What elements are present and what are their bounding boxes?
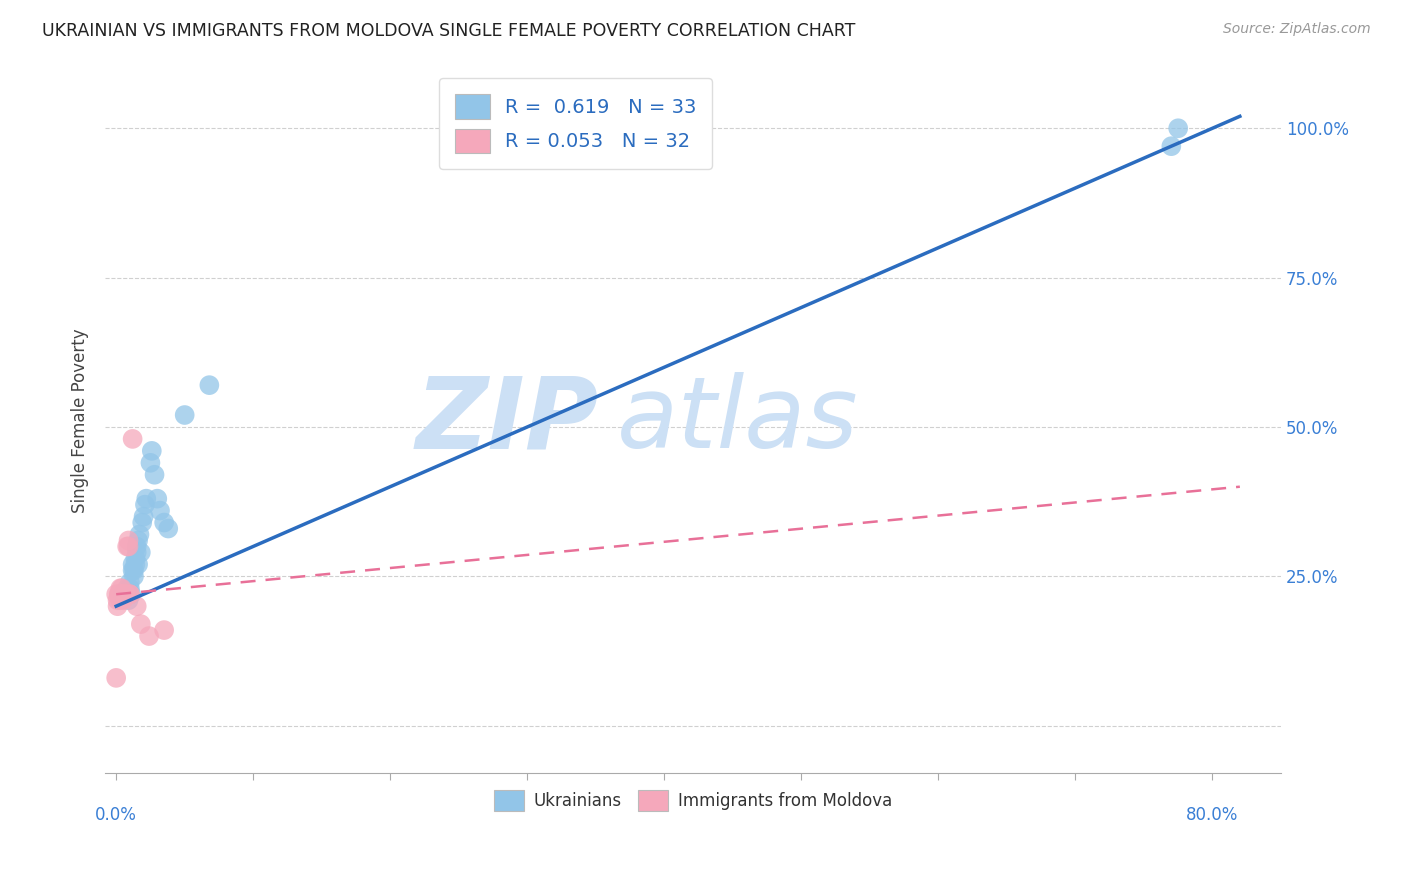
Point — [128, 527, 150, 541]
Point — [110, 587, 132, 601]
Point — [122, 563, 145, 577]
Point — [125, 540, 148, 554]
Text: UKRAINIAN VS IMMIGRANTS FROM MOLDOVA SINGLE FEMALE POVERTY CORRELATION CHART: UKRAINIAN VS IMMIGRANTS FROM MOLDOVA SIN… — [42, 22, 856, 40]
Point — [110, 581, 132, 595]
Point — [127, 533, 149, 548]
Text: atlas: atlas — [617, 373, 858, 469]
Point — [114, 587, 136, 601]
Point — [112, 593, 135, 607]
Point — [117, 533, 139, 548]
Point — [141, 443, 163, 458]
Point — [121, 563, 143, 577]
Point — [107, 593, 129, 607]
Point — [112, 587, 135, 601]
Point — [105, 587, 128, 601]
Point — [115, 540, 138, 554]
Point — [111, 587, 134, 601]
Point — [118, 581, 141, 595]
Point — [112, 587, 135, 601]
Point — [108, 587, 131, 601]
Point — [112, 587, 135, 601]
Text: Source: ZipAtlas.com: Source: ZipAtlas.com — [1223, 22, 1371, 37]
Point — [111, 587, 134, 601]
Point — [117, 593, 139, 607]
Point — [105, 671, 128, 685]
Point — [1167, 121, 1189, 136]
Point — [129, 617, 152, 632]
Point — [122, 569, 145, 583]
Point — [146, 491, 169, 506]
Point — [135, 491, 157, 506]
Point — [149, 503, 172, 517]
Point — [114, 587, 136, 601]
Point — [124, 551, 146, 566]
Point — [129, 545, 152, 559]
Point — [125, 599, 148, 614]
Point — [153, 623, 176, 637]
Point — [125, 545, 148, 559]
Point — [132, 509, 155, 524]
Point — [120, 587, 142, 601]
Point — [173, 408, 195, 422]
Point — [131, 516, 153, 530]
Text: 0.0%: 0.0% — [96, 806, 138, 824]
Point — [112, 587, 135, 601]
Point — [117, 540, 139, 554]
Point — [134, 498, 156, 512]
Point — [110, 587, 132, 601]
Point — [157, 522, 180, 536]
Point — [198, 378, 221, 392]
Point — [108, 587, 131, 601]
Point — [115, 581, 138, 595]
Point — [139, 456, 162, 470]
Point — [118, 587, 141, 601]
Point — [118, 587, 141, 601]
Point — [153, 516, 176, 530]
Point — [121, 432, 143, 446]
Legend: Ukrainians, Immigrants from Moldova: Ukrainians, Immigrants from Moldova — [486, 783, 900, 818]
Text: ZIP: ZIP — [416, 373, 599, 469]
Point — [111, 581, 134, 595]
Point — [143, 467, 166, 482]
Y-axis label: Single Female Poverty: Single Female Poverty — [72, 328, 89, 513]
Point — [127, 558, 149, 572]
Point — [112, 587, 135, 601]
Point — [110, 593, 132, 607]
Text: 80.0%: 80.0% — [1187, 806, 1239, 824]
Point — [118, 575, 141, 590]
Point — [124, 558, 146, 572]
Point — [121, 558, 143, 572]
Point — [107, 599, 129, 614]
Point — [1160, 139, 1182, 153]
Point — [111, 587, 134, 601]
Point — [112, 587, 135, 601]
Point — [138, 629, 160, 643]
